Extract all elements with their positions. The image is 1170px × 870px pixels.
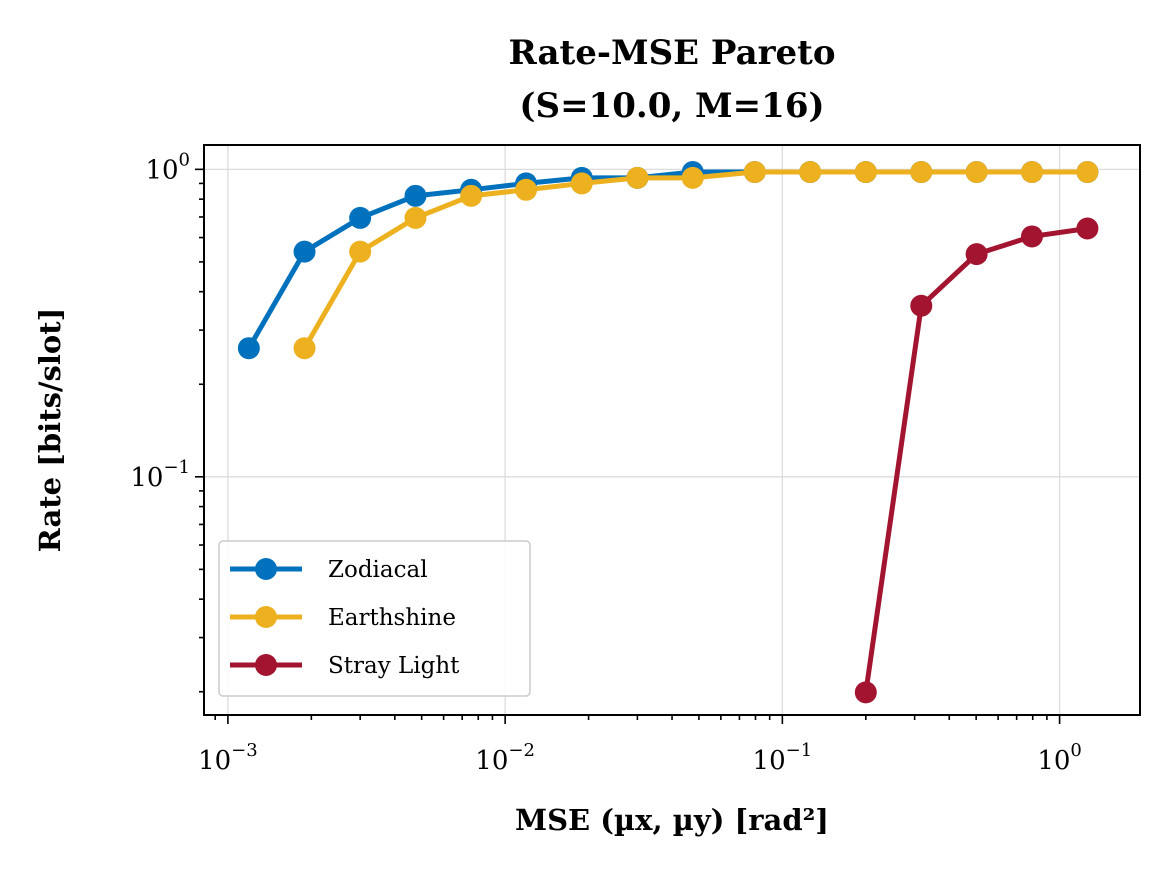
series-line <box>246 169 1090 351</box>
x-tick-exponent: −2 <box>508 740 535 761</box>
y-tick-label: 10−1 <box>130 457 190 493</box>
y-tick-exponent: −1 <box>163 457 190 478</box>
data-point <box>854 161 877 184</box>
data-point <box>965 243 988 266</box>
legend: Zodiacal Earthshine Stray Light <box>218 540 531 697</box>
y-tick-exponent: 0 <box>179 149 190 170</box>
data-point <box>349 206 372 229</box>
y-tick-base: 10 <box>130 463 163 493</box>
series-earthshine <box>293 161 1099 360</box>
chart-title-line1: Rate-MSE Pareto <box>508 33 835 73</box>
x-tick-base: 10 <box>753 746 786 776</box>
legend-label: Earthshine <box>328 605 456 631</box>
legend-entry: Stray Light <box>230 653 460 679</box>
data-point <box>460 184 483 207</box>
legend-label: Stray Light <box>328 653 460 679</box>
data-point <box>681 166 704 189</box>
legend-marker <box>255 558 277 580</box>
x-tick-base: 10 <box>1037 746 1070 776</box>
data-point <box>965 161 988 184</box>
legend-box <box>218 540 531 697</box>
chart-title-line2: (S=10.0, M=16) <box>519 86 824 126</box>
data-point <box>293 337 316 360</box>
x-tick-exponent: −3 <box>231 740 258 761</box>
data-point <box>293 240 316 263</box>
x-tick-exponent: −1 <box>786 740 813 761</box>
data-point <box>1076 161 1099 184</box>
data-point <box>743 161 766 184</box>
series-stray-light <box>854 217 1099 704</box>
y-tick-base: 10 <box>145 155 178 185</box>
x-tick-label: 10−1 <box>753 740 813 776</box>
x-tick-base: 10 <box>475 746 508 776</box>
data-point <box>515 178 538 201</box>
data-point <box>1020 225 1043 248</box>
data-point <box>910 161 933 184</box>
series-line <box>863 226 1090 695</box>
series-layer <box>237 161 1099 704</box>
data-point <box>1020 161 1043 184</box>
data-point <box>237 337 260 360</box>
x-tick-label: 100 <box>1037 740 1082 776</box>
legend-marker <box>255 654 277 676</box>
legend-entry: Earthshine <box>230 605 456 631</box>
x-tick-label: 10−2 <box>475 740 535 776</box>
data-point <box>570 172 593 195</box>
x-tick-label: 10−3 <box>198 740 258 776</box>
data-point <box>626 166 649 189</box>
data-point <box>799 161 822 184</box>
data-point <box>404 184 427 207</box>
legend-entry: Zodiacal <box>230 557 428 583</box>
data-point <box>910 294 933 317</box>
data-point <box>349 240 372 263</box>
data-point <box>1076 217 1099 240</box>
x-tick-base: 10 <box>198 746 231 776</box>
data-point <box>854 681 877 704</box>
legend-marker <box>255 606 277 628</box>
legend-label: Zodiacal <box>328 557 428 583</box>
y-tick-label: 100 <box>145 149 190 185</box>
y-axis-label: Rate [bits/slot] <box>33 308 67 553</box>
x-tick-exponent: 0 <box>1070 740 1081 761</box>
data-point <box>404 206 427 229</box>
x-axis-label: MSE (µx, µy) [rad²] <box>515 803 829 837</box>
